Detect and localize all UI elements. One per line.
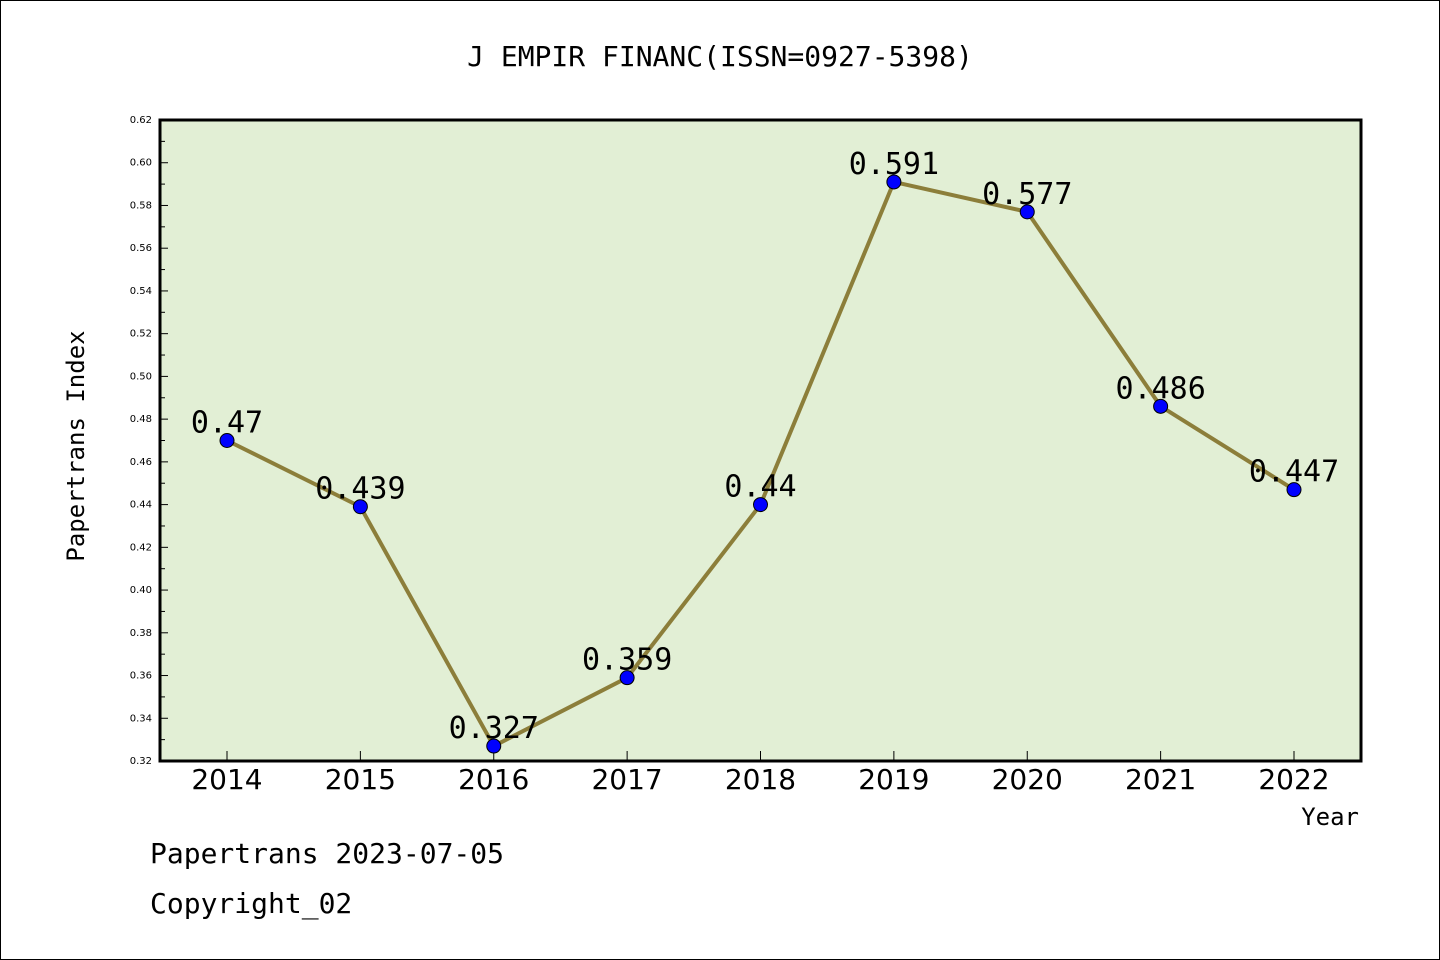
data-point-marker — [1286, 482, 1302, 498]
y-tick-label: 0.48 — [130, 414, 152, 425]
y-tick-label: 0.44 — [130, 500, 152, 511]
footer-date: Papertrans 2023-07-05 — [150, 837, 504, 870]
y-tick-label: 0.54 — [130, 286, 152, 297]
x-tick-label: 2022 — [1258, 763, 1329, 796]
data-point-marker — [753, 497, 768, 513]
x-tick-label: 2014 — [191, 763, 262, 796]
data-label: 0.591 — [849, 147, 939, 182]
y-tick-label: 0.60 — [130, 158, 152, 169]
x-tick-label: 2016 — [458, 763, 529, 796]
series-line-group: 0.47 0.439 0.327 0.359 0.44 0.591 0.577 0.486 0.… — [191, 147, 1339, 754]
data-label: 0.327 — [449, 711, 539, 746]
plot-area — [158, 118, 1363, 763]
chart-title: J EMPIR FINANC(ISSN=0927-5398) — [467, 40, 973, 73]
data-point-marker — [486, 738, 502, 754]
data-label: 0.44 — [724, 470, 796, 505]
data-label: 0.486 — [1115, 371, 1205, 406]
y-tick-label: 0.36 — [130, 671, 152, 682]
y-tick-label: 0.52 — [130, 329, 152, 340]
x-axis-label: Year — [1301, 803, 1359, 831]
data-point-marker — [619, 670, 635, 686]
data-point-marker — [886, 174, 902, 190]
x-tick-label: 2017 — [591, 763, 662, 796]
y-axis: 0.32 0.34 0.36 0.38 0.40 0.42 0.44 0.46 0.48 0.50… — [130, 115, 168, 767]
y-tick-label: 0.46 — [130, 457, 152, 468]
y-tick-label: 0.38 — [130, 628, 152, 639]
y-tick-label: 0.56 — [130, 243, 152, 254]
y-tick-label: 0.62 — [130, 115, 152, 126]
x-tick-label: 2015 — [325, 763, 396, 796]
data-point-marker — [219, 433, 235, 448]
y-tick-label: 0.50 — [130, 371, 152, 382]
data-label: 0.359 — [582, 643, 672, 678]
x-tick-label: 2021 — [1125, 763, 1196, 796]
data-point-marker — [352, 499, 368, 515]
x-tick-label: 2020 — [992, 763, 1063, 796]
data-label: 0.447 — [1249, 455, 1339, 490]
y-tick-label: 0.40 — [130, 585, 152, 596]
y-tick-label: 0.34 — [130, 713, 152, 724]
y-tick-label: 0.58 — [130, 200, 152, 211]
y-tick-label: 0.32 — [130, 756, 152, 767]
data-label: 0.577 — [982, 177, 1072, 212]
y-tick-label: 0.42 — [130, 542, 152, 553]
data-label: 0.439 — [315, 472, 405, 507]
data-point-marker — [1019, 204, 1035, 220]
data-label: 0.47 — [191, 406, 263, 441]
footer-copyright: Copyright_02 — [150, 887, 352, 921]
x-axis: 2014 2015 2016 2017 2018 2019 2020 2021 2022 — [191, 751, 1330, 796]
y-axis-label: Papertrans Index — [62, 330, 90, 561]
x-tick-label: 2019 — [858, 763, 929, 796]
data-point-marker — [1153, 398, 1169, 414]
x-tick-label: 2018 — [725, 763, 796, 796]
